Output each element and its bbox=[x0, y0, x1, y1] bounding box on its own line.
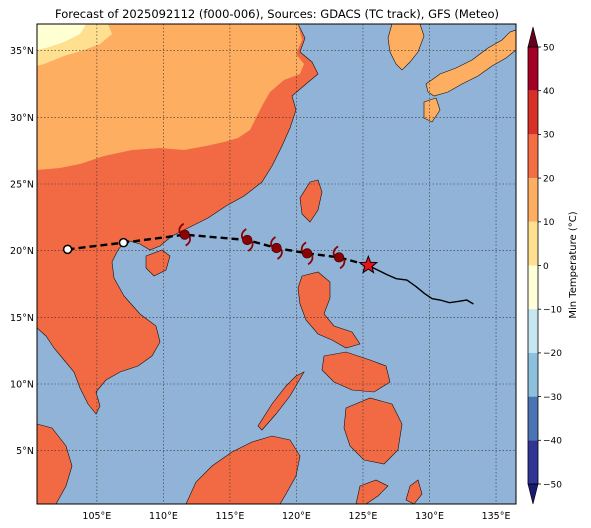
lon-tick-label: 120°E bbox=[282, 511, 311, 522]
colorbar-tick-label: 40 bbox=[543, 87, 555, 97]
lat-tick-label: 25°N bbox=[10, 180, 34, 191]
land-borneo bbox=[185, 435, 301, 504]
colorbar-tick-label: 20 bbox=[543, 174, 555, 184]
map-area[interactable] bbox=[36, 23, 517, 505]
colorbar-band bbox=[528, 440, 538, 484]
colorbar-tick-label: −30 bbox=[543, 393, 562, 403]
colorbar-tick-label: −10 bbox=[543, 306, 562, 316]
colorbar-band bbox=[528, 309, 538, 353]
lon-tick-label: 115°E bbox=[215, 511, 244, 522]
land-korea bbox=[387, 24, 425, 71]
land-japan-kyushu bbox=[423, 97, 441, 123]
colorbar-extend-top bbox=[527, 26, 539, 48]
lon-tick-label: 110°E bbox=[149, 511, 178, 522]
lat-tick-label: 10°N bbox=[10, 380, 34, 391]
typhoon-symbol bbox=[300, 241, 314, 266]
colorbar-tick-label: −40 bbox=[543, 437, 562, 447]
map-frame bbox=[36, 23, 517, 505]
land-palawan bbox=[257, 371, 305, 431]
current-position-star bbox=[358, 254, 379, 274]
land-warm-zone bbox=[37, 24, 304, 170]
colorbar-band bbox=[528, 396, 538, 441]
lat-tick-label: 5°N bbox=[16, 446, 34, 457]
lat-tick-label: 30°N bbox=[10, 113, 34, 124]
land-japan bbox=[425, 29, 516, 97]
land-halmahera bbox=[405, 479, 423, 504]
lon-tick-label: 125°E bbox=[349, 511, 378, 522]
lat-tick-label: 20°N bbox=[10, 246, 34, 257]
past-track-line bbox=[367, 264, 474, 305]
land-hainan bbox=[145, 249, 171, 277]
colorbar: 50 40 30 20 10 0 −10 −20 −30 −40 −50 bbox=[527, 26, 562, 505]
colorbar-band bbox=[528, 265, 538, 310]
forecast-point-open bbox=[118, 237, 129, 248]
colorbar-tick-label: −50 bbox=[543, 480, 562, 490]
typhoon-symbol bbox=[332, 245, 346, 270]
land-cold-zone bbox=[37, 24, 86, 50]
axis-labels: 105°E 110°E 115°E 120°E 125°E 130°E 135°E 5°N 10… bbox=[10, 46, 510, 522]
forecast-track-line bbox=[67, 233, 369, 267]
typhoon-symbol bbox=[270, 236, 283, 260]
tc-track bbox=[62, 222, 474, 305]
typhoon-symbol bbox=[178, 222, 191, 247]
colorbar-tick-label: 50 bbox=[543, 43, 555, 53]
colorbar-tick-label: −20 bbox=[543, 349, 562, 359]
land-malaysia bbox=[37, 423, 73, 504]
land-mindanao bbox=[343, 397, 403, 465]
colorbar-label: Min Temperature (°C) bbox=[568, 211, 579, 318]
map-grid bbox=[37, 24, 516, 504]
lon-tick-label: 105°E bbox=[82, 511, 111, 522]
colorbar-band bbox=[528, 221, 538, 266]
lat-tick-label: 35°N bbox=[10, 46, 34, 57]
land-masses bbox=[37, 24, 516, 504]
colorbar-band bbox=[528, 90, 538, 135]
lat-tick-label: 15°N bbox=[10, 313, 34, 324]
land-visayas bbox=[321, 351, 391, 393]
colorbar-band bbox=[528, 352, 538, 397]
colorbar-extend-bottom bbox=[527, 483, 539, 505]
land-sulawesi bbox=[355, 479, 389, 504]
colorbar-tick-label: 0 bbox=[543, 262, 549, 272]
lon-tick-label: 130°E bbox=[415, 511, 444, 522]
colorbar-tick-label: 30 bbox=[543, 131, 555, 141]
land-luzon bbox=[297, 271, 361, 349]
colorbar-tick-label: 10 bbox=[543, 218, 555, 228]
lon-tick-label: 135°E bbox=[482, 511, 511, 522]
colorbar-band bbox=[528, 178, 538, 222]
forecast-point-open bbox=[62, 244, 73, 255]
land-taiwan bbox=[299, 179, 323, 223]
colorbar-band bbox=[528, 134, 538, 179]
typhoon-symbol bbox=[240, 228, 254, 252]
map-title: Forecast of 2025092112 (f000-006), Sourc… bbox=[55, 7, 499, 21]
colorbar-band bbox=[528, 47, 538, 91]
